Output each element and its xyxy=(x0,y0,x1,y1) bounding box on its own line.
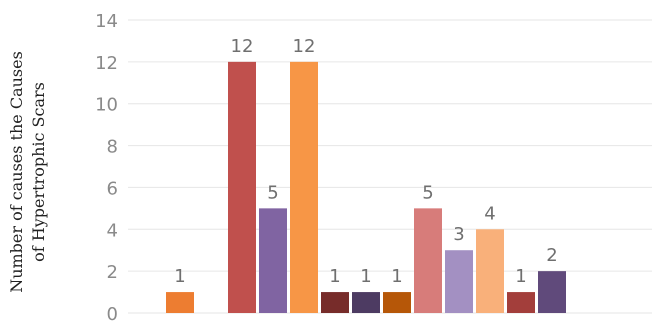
bar xyxy=(383,292,411,313)
y-tick-label: 8 xyxy=(107,137,118,158)
y-tick-label: 14 xyxy=(95,11,118,32)
y-tick-label: 6 xyxy=(107,178,118,199)
bar xyxy=(352,292,380,313)
gridlines xyxy=(128,20,652,313)
y-axis-ticks: 0 2 4 6 8 10 12 14 xyxy=(95,11,118,324)
data-label: 1 xyxy=(174,266,185,287)
y-axis-title-line-1: Number of causes the Causes xyxy=(7,51,26,293)
y-tick-label: 12 xyxy=(95,53,118,74)
data-label: 5 xyxy=(267,182,278,203)
bar xyxy=(507,292,535,313)
bar xyxy=(538,271,566,313)
bar xyxy=(476,229,504,313)
y-tick-label: 10 xyxy=(95,95,118,116)
data-label: 1 xyxy=(329,266,340,287)
bar xyxy=(290,62,318,313)
data-label: 5 xyxy=(422,182,433,203)
data-label: 4 xyxy=(484,203,495,224)
data-label: 1 xyxy=(360,266,371,287)
y-axis-title: Number of causes the Causes of Hypertrop… xyxy=(7,51,48,293)
bar xyxy=(445,250,473,313)
bar xyxy=(321,292,349,313)
data-label: 2 xyxy=(546,245,557,266)
data-label: 1 xyxy=(515,266,526,287)
y-axis-title-line-2: of Hypertrophic Scars xyxy=(29,82,48,262)
data-label: 3 xyxy=(453,224,464,245)
y-tick-label: 2 xyxy=(107,262,118,283)
bar xyxy=(228,62,256,313)
data-label: 12 xyxy=(293,36,316,57)
data-label: 12 xyxy=(231,36,254,57)
bar xyxy=(166,292,194,313)
bar xyxy=(414,208,442,313)
bar xyxy=(259,208,287,313)
data-label: 1 xyxy=(391,266,402,287)
y-tick-label: 0 xyxy=(107,304,118,324)
y-tick-label: 4 xyxy=(107,220,118,241)
